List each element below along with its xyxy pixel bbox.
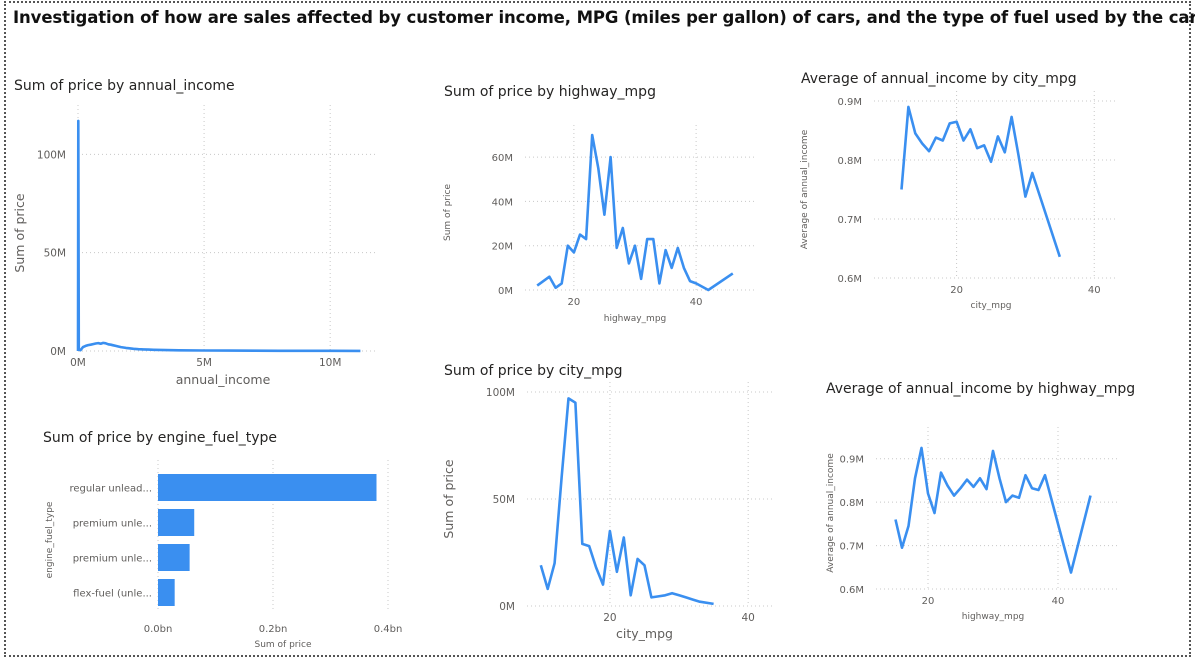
chart-price-by-income[interactable]: Sum of price by annual_income 0M 50M 100M 0… [6,70,406,400]
y-axis-title: Sum of price [441,459,456,538]
x-axis-title: highway_mpg [604,314,667,324]
x-tick-label: 5M [196,357,212,369]
chart-income-by-highway-mpg[interactable]: Average of annual_income by highway_mpg … [790,370,1135,655]
y-tick-label: 0.6M [839,585,864,596]
x-axis-title: highway_mpg [962,612,1025,622]
chart-title: Sum of price by highway_mpg [444,84,656,100]
x-tick-label: 0.0bn [144,624,173,635]
chart-plot: 0.6M 0.7M 0.8M 0.9M 20 40 highway_mpg Average o… [826,427,1120,622]
y-tick-label: 20M [492,242,513,253]
y-tick-label: 60M [492,153,513,164]
y-tick-label: 50M [44,248,66,260]
x-axis-title: Sum of price [255,640,312,650]
x-tick-label: 20 [950,285,963,296]
y-tick-label: 100M [37,149,66,161]
x-tick-label: 20 [922,596,935,607]
y-tick-label: 100M [486,387,515,399]
y-tick-label: 0.7M [837,215,862,226]
series-line [76,119,361,353]
chart-plot: 0M 50M 100M 20 40 city_mpg Sum of price [441,382,772,641]
chart-plot: 0.0bn 0.2bn 0.4bn regular unlead... premium … [45,460,403,650]
y-tick-label: 0.8M [837,156,862,167]
category-label: flex-fuel (unle... [73,589,152,600]
series-line [539,397,714,606]
y-tick-label: 0M [50,346,66,358]
chart-title: Average of annual_income by highway_mpg [826,381,1136,397]
y-tick-label: 0M [499,601,515,613]
report-canvas-border [4,1,1191,657]
chart-price-by-city-mpg[interactable]: Sum of price by city_mpg 0M 50M 100M 20 40 ci… [430,350,772,655]
bar [158,579,175,606]
series-line [894,446,1092,574]
x-axis-title: city_mpg [971,301,1012,311]
chart-plot: 0.6M 0.7M 0.8M 0.9M 20 40 city_mpg Average of a… [800,91,1118,311]
chart-title: Average of annual_income by city_mpg [801,71,1077,87]
y-tick-label: 0.8M [839,498,864,509]
bar [158,544,190,571]
chart-title: Sum of price by city_mpg [444,363,623,379]
y-tick-label: 0.7M [839,542,864,553]
bar [158,509,195,536]
y-tick-label: 0.6M [837,274,862,285]
category-label: premium unle... [73,519,152,530]
chart-title: Sum of price by annual_income [14,78,235,94]
x-tick-label: 40 [1052,596,1065,607]
chart-plot: 0M 20M 40M 60M 20 40 highway_mpg Sum of price [443,125,755,324]
y-tick-label: 0.9M [837,97,862,108]
chart-plot: 0M 50M 100M 0M 5M 10M annual_income Sum of pric… [12,105,378,387]
series-line [536,133,734,292]
x-tick-label: 20 [568,297,581,308]
x-tick-label: 0.4bn [374,624,403,635]
x-tick-label: 40 [690,297,703,308]
x-tick-label: 40 [1088,285,1101,296]
chart-income-by-city-mpg[interactable]: Average of annual_income by city_mpg 0.6… [790,60,1130,325]
series-line [900,105,1062,258]
y-tick-label: 0.9M [839,455,864,466]
category-label: regular unlead... [69,484,152,495]
y-axis-title: Sum of price [443,184,453,241]
chart-price-by-fuel-type[interactable]: Sum of price by engine_fuel_type 0.0bn 0.… [6,420,406,655]
page-title: Investigation of how are sales affected … [13,8,1195,27]
x-tick-label: 20 [603,612,616,624]
x-tick-label: 10M [319,357,341,369]
y-axis-title: Average of annual_income [826,453,836,573]
x-axis-title: city_mpg [616,626,673,641]
bar [158,474,377,501]
y-tick-label: 0M [498,286,513,297]
category-label: premium unle... [73,554,152,565]
chart-price-by-highway-mpg[interactable]: Sum of price by highway_mpg 0M 20M 40M 60M 2… [430,70,760,330]
chart-title: Sum of price by engine_fuel_type [43,430,278,446]
y-axis-title: Sum of price [12,193,27,272]
x-tick-label: 40 [741,612,754,624]
y-tick-label: 50M [493,494,515,506]
x-tick-label: 0M [70,357,86,369]
y-axis-title: engine_fuel_type [45,501,55,578]
y-axis-title: Average of annual_income [800,129,810,249]
y-tick-label: 40M [492,197,513,208]
x-axis-title: annual_income [176,372,271,387]
x-tick-label: 0.2bn [259,624,288,635]
